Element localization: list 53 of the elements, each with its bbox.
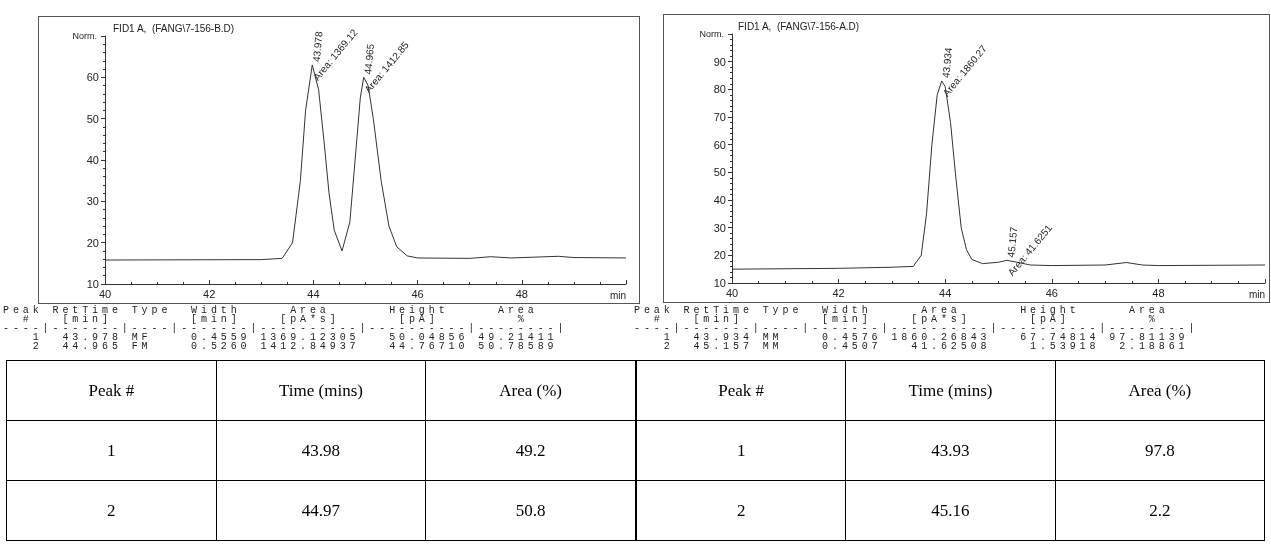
- text: 49.2: [425, 420, 636, 481]
- x-tick-label: 42: [832, 286, 845, 299]
- text: Peak #: [636, 360, 846, 421]
- text: 50.8: [425, 480, 636, 541]
- annotation: 43.978: [310, 30, 325, 63]
- text: 2: [636, 480, 846, 541]
- annotation: 43.934: [940, 46, 955, 79]
- x-tick-label: 44: [307, 287, 320, 300]
- text: 43.98: [216, 420, 426, 481]
- text: 1: [636, 420, 846, 481]
- x-tick-label: 46: [411, 287, 424, 300]
- y-axis-title: Norm.: [72, 30, 97, 41]
- x-tick-label: 48: [1152, 286, 1165, 299]
- text: 1: [6, 420, 217, 481]
- y-tick-label: 60: [713, 138, 726, 151]
- text: 2.2: [1055, 480, 1265, 541]
- x-tick-label: 40: [98, 287, 112, 300]
- chart-title: FID1 A, (FANG\7-156-B.D): [113, 22, 235, 34]
- y-tick-label: 20: [713, 249, 726, 262]
- y-tick-label: 90: [713, 55, 726, 68]
- chart-title: FID1 A, (FANG\7-156-A.D): [738, 20, 860, 32]
- y-tick-label: 30: [713, 221, 726, 234]
- y-tick-label: 50: [713, 166, 726, 179]
- text: Peak #: [6, 360, 217, 421]
- x-axis-title: min: [609, 289, 626, 301]
- x-tick-label: 48: [515, 287, 528, 300]
- text: Time (mins): [216, 360, 426, 421]
- x-tick-label: 46: [1045, 286, 1058, 299]
- text: Peak RetTime Type Width Area Height Area # [min] [min] [pA*s] [pA] % ----|-------|----|-------|----------|----------|--------| 1 43.934 MM 0.4576 1860.26843 67.74814 97.81139 2 45.157 MM 0.4507 41.62508 1.53918 2.18861: [634, 305, 1199, 352]
- y-tick-label: 40: [713, 194, 726, 206]
- y-tick-label: 80: [713, 83, 726, 96]
- x-tick-label: 40: [725, 286, 739, 299]
- text: Area (%): [1055, 360, 1265, 421]
- y-axis-title: Norm.: [699, 28, 724, 39]
- y-tick-label: 70: [713, 111, 726, 123]
- x-tick-label: 42: [203, 287, 216, 300]
- text: 45.16: [845, 480, 1056, 541]
- x-tick-label: 44: [939, 286, 952, 299]
- text: 2: [6, 480, 217, 541]
- text: Time (mins): [845, 360, 1056, 421]
- y-tick-label: 40: [86, 154, 99, 166]
- text: 43.93: [845, 420, 1056, 481]
- y-tick-label: 10: [86, 278, 99, 290]
- y-tick-label: 20: [86, 236, 99, 249]
- text: 97.8: [1055, 420, 1265, 481]
- y-tick-label: 60: [86, 71, 99, 84]
- y-tick-label: 10: [713, 277, 726, 289]
- text: Area (%): [425, 360, 636, 421]
- y-tick-label: 30: [86, 195, 99, 208]
- text: Peak RetTime Type Width Area Height Area # [min] [min] [pA*s] [pA] % ----|-------|----|-------|----------|----------|--------| 1 43.978 MF 0.4559 1369.12305 50.04856 49.21411 2 44.965 FM 0.5260 1412.84937 44.76710 50.78589: [3, 305, 568, 352]
- x-axis-title: min: [1248, 288, 1265, 300]
- text: 44.97: [216, 480, 426, 541]
- y-tick-label: 50: [86, 112, 99, 125]
